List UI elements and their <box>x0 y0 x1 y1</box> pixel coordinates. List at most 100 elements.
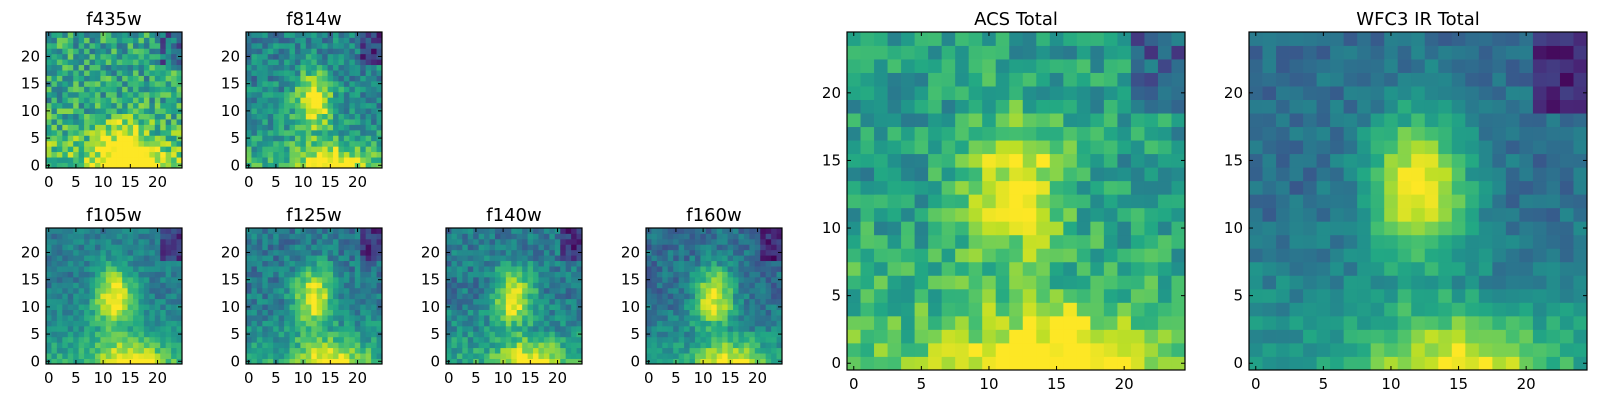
heatmap-cell <box>267 70 274 76</box>
heatmap-cell <box>651 271 658 278</box>
heatmap-cell <box>311 86 318 93</box>
heatmap-cell <box>451 249 458 256</box>
heatmap-cell <box>1424 329 1439 344</box>
heatmap-cell <box>133 238 139 245</box>
heatmap-cell <box>538 309 545 316</box>
heatmap-cell <box>94 260 101 267</box>
heatmap-cell <box>955 302 970 317</box>
heatmap-cell <box>995 342 1010 357</box>
heatmap-cell <box>533 255 539 262</box>
heatmap-cell <box>722 347 728 354</box>
heatmap-cell <box>138 59 145 66</box>
heatmap-cell <box>743 304 750 310</box>
heatmap-cell <box>371 293 377 300</box>
heatmap-cell <box>549 331 556 338</box>
heatmap-cell <box>371 244 377 251</box>
heatmap-cell <box>451 331 458 338</box>
heatmap-cell <box>554 304 561 310</box>
heatmap-cell <box>56 146 63 153</box>
heatmap-cell <box>749 342 756 349</box>
heatmap-cell <box>505 358 512 365</box>
heatmap-cell <box>711 309 718 316</box>
heatmap-cell <box>733 304 739 310</box>
heatmap-cell <box>122 315 128 321</box>
heatmap-cell <box>554 282 561 289</box>
heatmap-cell <box>1117 167 1132 182</box>
heatmap-cell <box>738 309 745 316</box>
heatmap-cell <box>67 358 74 365</box>
heatmap-cell <box>78 37 85 44</box>
heatmap-cell <box>138 86 145 93</box>
heatmap-cell <box>289 298 296 305</box>
heatmap-cell <box>84 124 90 131</box>
heatmap-cell <box>267 298 274 305</box>
heatmap-cell <box>165 353 172 359</box>
heatmap-cell <box>694 320 701 327</box>
heatmap-cell <box>678 304 685 310</box>
heatmap-cell <box>1022 126 1037 141</box>
x-tick-label: 15 <box>321 369 340 387</box>
heatmap-cell <box>968 288 983 303</box>
heatmap-cell <box>549 276 556 283</box>
heatmap-cell <box>646 336 652 343</box>
heatmap-cell <box>711 271 718 278</box>
heatmap-cell <box>365 151 372 158</box>
heatmap-cell <box>1103 126 1118 141</box>
heatmap-cell <box>860 113 875 128</box>
heatmap-cell <box>51 70 58 76</box>
heatmap-cell <box>1049 261 1064 276</box>
heatmap-cell <box>1316 315 1331 330</box>
heatmap-cell <box>165 59 172 66</box>
heatmap-cell <box>73 113 80 120</box>
heatmap-cell <box>284 238 290 245</box>
heatmap-cell <box>560 315 567 321</box>
heatmap-cell <box>46 320 52 327</box>
heatmap-cell <box>73 146 80 153</box>
heatmap-cell <box>256 293 263 300</box>
heatmap-cell <box>149 238 156 245</box>
heatmap-cell <box>467 249 474 256</box>
heatmap-cell <box>1090 180 1105 195</box>
heatmap-cell <box>316 260 323 267</box>
heatmap-cell <box>349 86 356 93</box>
heatmap-cell <box>1397 207 1412 222</box>
heatmap-cell <box>354 140 361 147</box>
heatmap-cell <box>51 48 58 55</box>
heatmap-cell <box>262 135 269 142</box>
heatmap-cell <box>322 162 328 169</box>
heatmap-cell <box>705 358 712 365</box>
heatmap-cell <box>316 102 323 109</box>
heatmap-cell <box>51 260 58 267</box>
heatmap-cell <box>1022 207 1037 222</box>
heatmap-cell <box>982 261 997 276</box>
heatmap-cell <box>294 135 301 142</box>
heatmap-cell <box>511 260 518 267</box>
heatmap-cell <box>700 233 707 240</box>
heatmap-cell <box>143 108 150 114</box>
heatmap-cell <box>105 336 112 343</box>
heatmap-cell <box>1117 194 1132 209</box>
heatmap-cell <box>322 336 328 343</box>
heatmap-cell <box>743 287 750 294</box>
heatmap-cell <box>176 287 183 294</box>
heatmap-cell <box>360 315 367 321</box>
heatmap-cell <box>278 325 285 332</box>
heatmap-cell <box>646 298 652 305</box>
heatmap-cell <box>494 298 501 305</box>
heatmap-cell <box>327 151 334 158</box>
heatmap-cell <box>154 48 161 55</box>
heatmap-cell <box>171 124 177 131</box>
heatmap-cell <box>171 119 177 125</box>
heatmap-cell <box>451 271 458 278</box>
heatmap-cell <box>138 32 145 38</box>
heatmap-cell <box>46 255 52 262</box>
heatmap-cell <box>273 91 280 98</box>
heatmap-cell <box>560 287 567 294</box>
heatmap-cell <box>533 331 539 338</box>
heatmap-cell <box>500 260 507 267</box>
heatmap-cell <box>955 261 970 276</box>
heatmap-cell <box>322 276 328 283</box>
y-tick-label: 20 <box>221 243 240 261</box>
heatmap-cell <box>289 266 296 272</box>
heatmap-cell <box>705 260 712 267</box>
